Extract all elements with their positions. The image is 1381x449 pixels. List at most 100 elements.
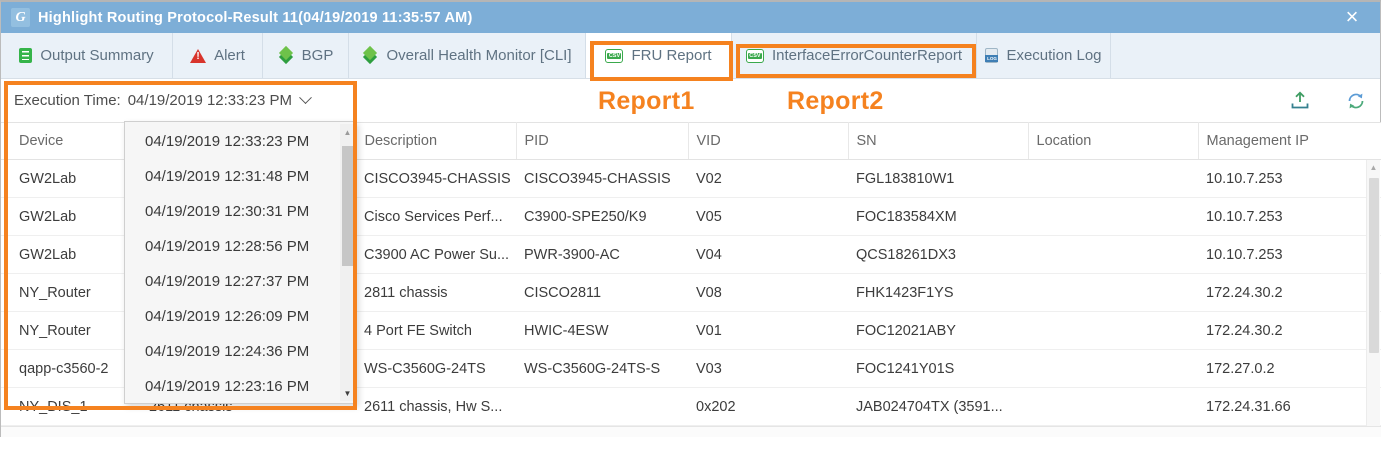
cell-vid: 0x202 bbox=[688, 387, 848, 426]
tab-overall-health-monitor[interactable]: Overall Health Monitor [CLI] bbox=[349, 33, 586, 78]
cell-device: GW2Lab bbox=[1, 235, 141, 274]
column-header-location[interactable]: Location bbox=[1028, 122, 1199, 160]
cell-sn: FOC183584XM bbox=[848, 197, 1028, 236]
close-icon[interactable]: × bbox=[1345, 4, 1359, 29]
cell-description: C3900 AC Power Su... bbox=[356, 235, 516, 274]
execution-time-label: Execution Time: bbox=[14, 92, 121, 109]
tab-label: BGP bbox=[301, 47, 334, 64]
cell-sn: FGL183810W1 bbox=[848, 159, 1028, 198]
cell-description: 2611 chassis, Hw S... bbox=[356, 387, 516, 426]
cell-location bbox=[1028, 159, 1198, 198]
cell-management-ip: 10.10.7.253 bbox=[1198, 197, 1381, 236]
cell-location bbox=[1028, 311, 1198, 350]
cell-device: NY_Router bbox=[1, 273, 141, 312]
dropdown-item[interactable]: 04/19/2019 12:28:56 PM bbox=[145, 238, 310, 255]
column-header-vid[interactable]: VID bbox=[688, 122, 849, 160]
tab-output-summary[interactable]: Output Summary bbox=[1, 33, 173, 78]
dropdown-item[interactable]: 04/19/2019 12:30:31 PM bbox=[145, 203, 310, 220]
cell-device: NY_Router bbox=[1, 311, 141, 350]
tab-interface-error-counter-report[interactable]: InterfaceErrorCounterReport bbox=[732, 33, 977, 78]
table-row[interactable]: NY_Router 4 Port FE Switch HWIC-4ESW V01… bbox=[1, 311, 1381, 350]
cell-pid: HWIC-4ESW bbox=[516, 311, 688, 350]
tab-bgp[interactable]: BGP bbox=[263, 33, 349, 78]
cell-pid: CISCO2811 bbox=[516, 273, 688, 312]
annotation-label-report1: Report1 bbox=[598, 87, 695, 115]
tab-execution-log[interactable]: Execution Log bbox=[977, 33, 1111, 78]
cell-location bbox=[1028, 197, 1198, 236]
tab-label: Output Summary bbox=[40, 47, 154, 64]
layers-icon bbox=[278, 48, 294, 63]
refresh-icon bbox=[1348, 93, 1364, 109]
cell-sn: FHK1423F1YS bbox=[848, 273, 1028, 312]
layers-icon bbox=[362, 48, 378, 63]
scrollbar-thumb[interactable] bbox=[342, 146, 353, 266]
cell-management-ip: 172.24.31.66 bbox=[1198, 387, 1381, 426]
table-row[interactable]: GW2Lab CISCO3945-CHASSIS CISCO3945-CHASS… bbox=[1, 159, 1381, 198]
app-logo-icon: G bbox=[11, 8, 30, 27]
cell-pid bbox=[516, 387, 688, 426]
tab-label: Execution Log bbox=[1006, 47, 1102, 64]
annotation-box-execution-time bbox=[4, 81, 357, 410]
cell-vid: V03 bbox=[688, 349, 848, 388]
cell-sn: FOC1241Y01S bbox=[848, 349, 1028, 388]
export-icon bbox=[1291, 91, 1309, 109]
dropdown-item[interactable]: 04/19/2019 12:31:48 PM bbox=[145, 168, 310, 185]
table-vertical-scrollbar[interactable]: ▲ bbox=[1366, 160, 1380, 426]
cell-location bbox=[1028, 273, 1198, 312]
titlebar: G Highlight Routing Protocol-Result 11(0… bbox=[1, 2, 1380, 33]
tab-label: InterfaceErrorCounterReport bbox=[771, 47, 963, 64]
result-window: G Highlight Routing Protocol-Result 11(0… bbox=[0, 0, 1381, 437]
cell-vid: V02 bbox=[688, 159, 848, 198]
cell-vid: V04 bbox=[688, 235, 848, 274]
table-horizontal-scrollbar[interactable] bbox=[1, 426, 1381, 437]
alert-triangle-icon bbox=[190, 48, 207, 63]
cell-device: GW2Lab bbox=[1, 159, 141, 198]
tab-bar: Output Summary Alert BGP Overall Health … bbox=[1, 33, 1380, 79]
csv-file-icon bbox=[605, 48, 624, 63]
annotation-box-interface-error-report bbox=[736, 44, 976, 78]
csv-file-icon bbox=[745, 48, 764, 63]
dropdown-item[interactable]: 04/19/2019 12:23:16 PM bbox=[145, 378, 310, 395]
cell-management-ip: 172.24.30.2 bbox=[1198, 273, 1381, 312]
execution-time-value: 04/19/2019 12:33:23 PM bbox=[127, 92, 293, 109]
scrollbar-up-icon[interactable]: ▲ bbox=[343, 128, 352, 137]
dropdown-item[interactable]: 04/19/2019 12:24:36 PM bbox=[145, 343, 310, 360]
cell-management-ip: 172.24.30.2 bbox=[1198, 311, 1381, 350]
execution-time-dropdown[interactable]: Execution Time: 04/19/2019 12:33:23 PM bbox=[14, 79, 312, 122]
column-header-description[interactable]: Description bbox=[356, 122, 517, 160]
log-file-icon bbox=[985, 48, 999, 63]
scrollbar-down-icon[interactable]: ▼ bbox=[343, 389, 352, 398]
cell-pid: WS-C3560G-24TS-S bbox=[516, 349, 688, 388]
tab-label: Overall Health Monitor [CLI] bbox=[386, 47, 572, 64]
dropdown-item[interactable]: 04/19/2019 12:27:37 PM bbox=[145, 273, 310, 290]
column-header-sn[interactable]: SN bbox=[848, 122, 1029, 160]
dropdown-item[interactable]: 04/19/2019 12:26:09 PM bbox=[145, 308, 310, 325]
cell-location bbox=[1028, 387, 1198, 426]
cell-device: GW2Lab bbox=[1, 197, 141, 236]
column-header-management-ip[interactable]: Management IP bbox=[1198, 122, 1381, 160]
column-header-pid[interactable]: PID bbox=[516, 122, 689, 160]
cell-device: qapp-c3560-2 bbox=[1, 349, 141, 388]
document-icon bbox=[19, 48, 33, 63]
tab-fru-report[interactable]: FRU Report bbox=[586, 33, 732, 78]
tab-alert[interactable]: Alert bbox=[173, 33, 263, 78]
column-header-device[interactable]: Device bbox=[1, 122, 142, 160]
dropdown-item[interactable]: 04/19/2019 12:33:23 PM bbox=[145, 133, 310, 150]
cell-pid: PWR-3900-AC bbox=[516, 235, 688, 274]
cell-management-ip: 172.27.0.2 bbox=[1198, 349, 1381, 388]
toolbar: Execution Time: 04/19/2019 12:33:23 PM bbox=[1, 79, 1380, 122]
cell-description: 4 Port FE Switch bbox=[356, 311, 516, 350]
cell-pid: CISCO3945-CHASSIS bbox=[516, 159, 688, 198]
scrollbar-up-icon[interactable]: ▲ bbox=[1369, 163, 1378, 172]
export-button[interactable] bbox=[1289, 90, 1311, 112]
dropdown-scrollbar[interactable]: ▲ ▼ bbox=[340, 124, 355, 401]
scrollbar-thumb[interactable] bbox=[1369, 178, 1379, 353]
cell-location bbox=[1028, 349, 1198, 388]
annotation-label-report2: Report2 bbox=[787, 87, 884, 115]
cell-description: Cisco Services Perf... bbox=[356, 197, 516, 236]
table-row[interactable]: NY_DIS_1 2611 chassis 2611 chassis, Hw S… bbox=[1, 387, 1381, 426]
cell-pid: C3900-SPE250/K9 bbox=[516, 197, 688, 236]
cell-vid: V08 bbox=[688, 273, 848, 312]
refresh-button[interactable] bbox=[1345, 90, 1367, 112]
cell-sn: FOC12021ABY bbox=[848, 311, 1028, 350]
